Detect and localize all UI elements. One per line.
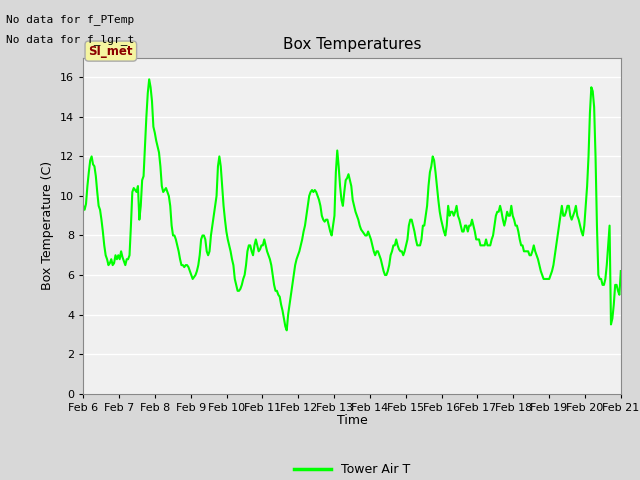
Text: No data for f_PTemp: No data for f_PTemp — [6, 14, 134, 25]
Y-axis label: Box Temperature (C): Box Temperature (C) — [42, 161, 54, 290]
Legend: Tower Air T: Tower Air T — [289, 458, 415, 480]
Text: SI_met: SI_met — [88, 45, 133, 58]
X-axis label: Time: Time — [337, 414, 367, 427]
Text: No data for f_lgr_t: No data for f_lgr_t — [6, 34, 134, 45]
Title: Box Temperatures: Box Temperatures — [283, 37, 421, 52]
